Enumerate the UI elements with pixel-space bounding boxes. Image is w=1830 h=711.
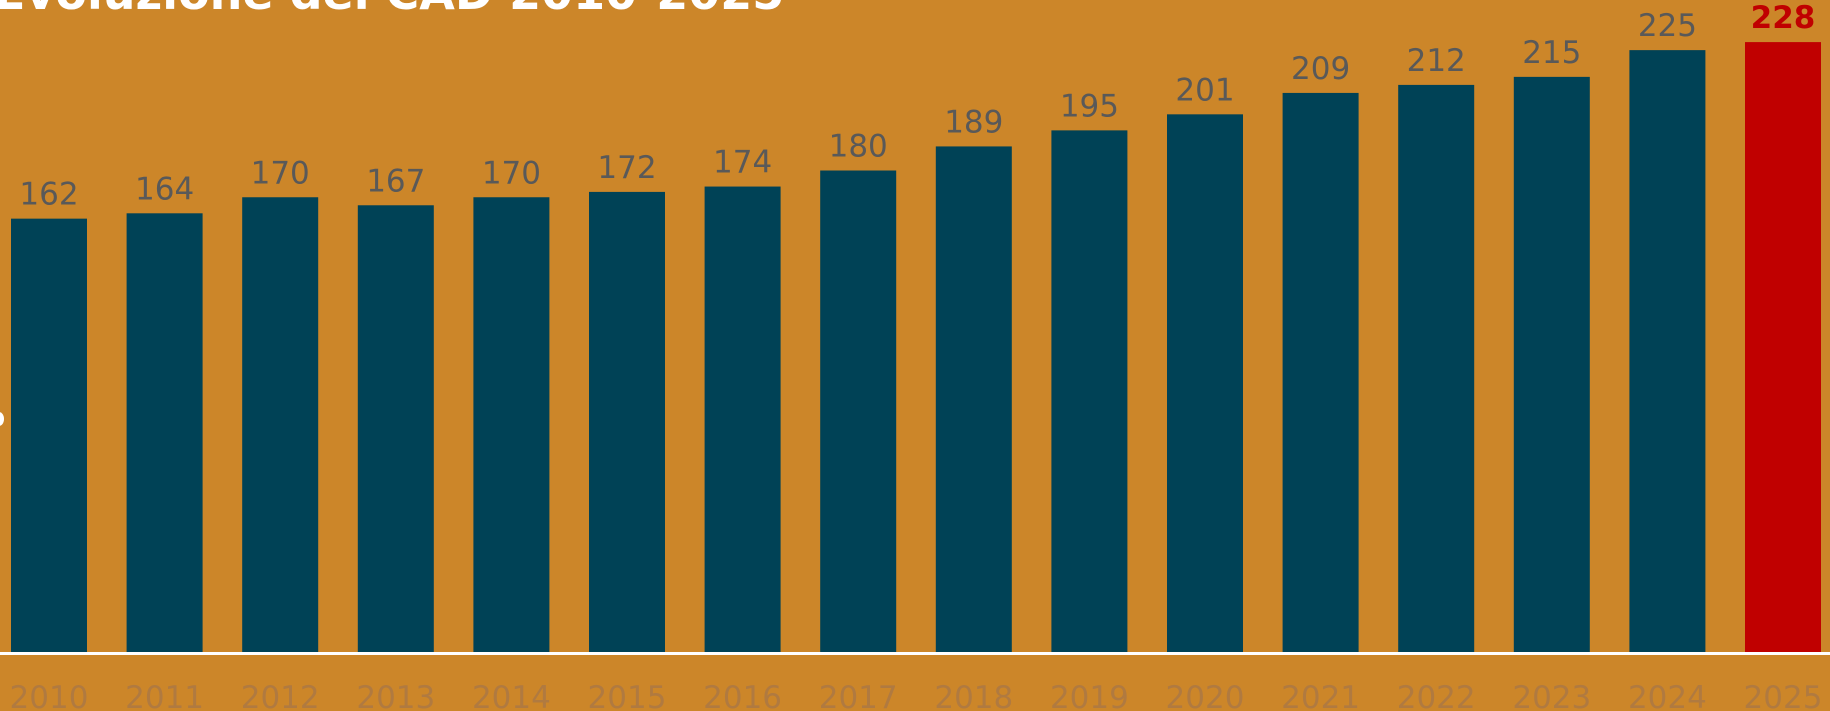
bar-2010 [11, 218, 87, 652]
value-label-2017: 180 [829, 129, 888, 165]
bar-2019 [1051, 130, 1128, 652]
x-tick-label-2025: 2025 [1744, 680, 1823, 711]
value-label-2010: 162 [19, 177, 78, 213]
x-tick-label-2024: 2024 [1628, 680, 1707, 711]
x-tick-label-2018: 2018 [934, 680, 1013, 711]
bars-group [11, 42, 1821, 653]
bar-2025 [1745, 42, 1821, 653]
x-tick-label-2012: 2012 [241, 680, 320, 711]
bar-2018 [935, 146, 1012, 653]
bar-2013 [357, 205, 434, 652]
value-label-2019: 195 [1060, 88, 1119, 124]
bar-2021 [1282, 92, 1359, 653]
bar-2016 [704, 186, 781, 653]
value-label-2014: 170 [482, 155, 541, 191]
x-tick-label-2020: 2020 [1166, 680, 1245, 711]
value-label-2012: 170 [251, 155, 310, 191]
x-tick-label-2013: 2013 [356, 680, 435, 711]
value-label-2021: 209 [1291, 51, 1350, 87]
chart-title: Evoluzione dei CAD 2010-2025 [0, 0, 784, 16]
bar-2012 [242, 197, 319, 652]
left-edge-marker [0, 412, 4, 426]
value-label-2018: 189 [944, 104, 1003, 140]
x-tick-label-2011: 2011 [125, 680, 204, 711]
value-label-2024: 225 [1638, 8, 1697, 44]
value-label-2023: 215 [1522, 35, 1581, 71]
x-tick-label-2019: 2019 [1050, 680, 1129, 711]
x-tick-label-2017: 2017 [819, 680, 898, 711]
bar-2014 [473, 197, 550, 652]
value-label-2025: 228 [1751, 0, 1816, 36]
bar-2015 [589, 191, 665, 652]
value-label-2022: 212 [1407, 43, 1466, 79]
x-tick-label-2015: 2015 [588, 680, 667, 711]
bar-2024 [1629, 50, 1706, 652]
x-tick-labels-group: 2010 2011 2012 2013 2014 2015 2016 2017 2018 2019… [10, 680, 1823, 711]
value-label-2011: 164 [135, 171, 194, 207]
x-tick-label-2021: 2021 [1281, 680, 1360, 711]
x-tick-label-2016: 2016 [703, 680, 782, 711]
bar-2023 [1513, 76, 1590, 652]
value-labels-group: 162 164 170 167 170 172 174 180 189 195 201 209 212 2… [19, 0, 1815, 213]
x-tick-label-2022: 2022 [1397, 680, 1476, 711]
bar-2011 [126, 213, 203, 653]
bar-2017 [820, 170, 897, 652]
bar-2022 [1398, 84, 1475, 652]
x-tick-label-2010: 2010 [10, 680, 89, 711]
x-tick-label-2023: 2023 [1512, 680, 1591, 711]
bar-2020 [1167, 114, 1243, 652]
value-label-2015: 172 [597, 150, 656, 186]
value-label-2020: 201 [1175, 72, 1234, 108]
value-label-2013: 167 [366, 163, 425, 199]
x-tick-label-2014: 2014 [472, 680, 551, 711]
value-label-2016: 174 [713, 145, 772, 181]
